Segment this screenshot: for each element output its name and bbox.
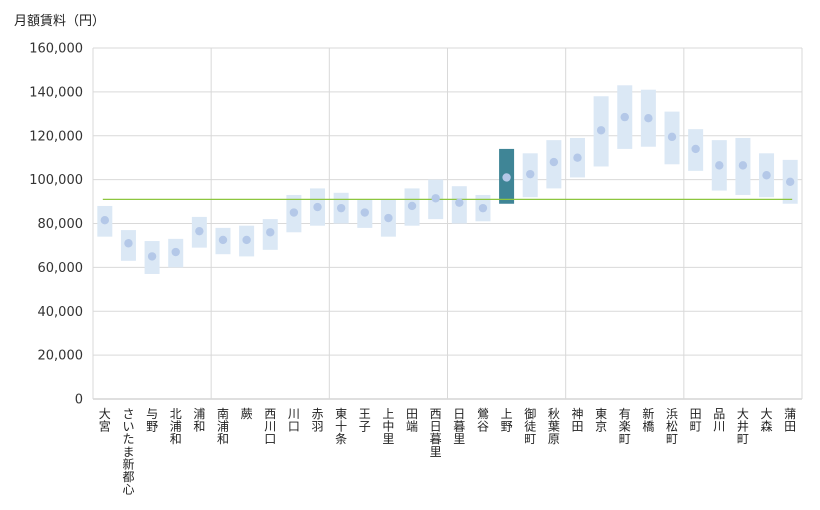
x-tick-label: 与野 <box>146 407 158 434</box>
x-tick-label: 浦和 <box>193 407 205 434</box>
average-point <box>147 252 157 261</box>
average-point <box>549 157 559 167</box>
y-tick-label: 60,000 <box>38 261 84 276</box>
x-tick-label: 西川口 <box>264 407 276 446</box>
x-tick-label: 大井町 <box>737 407 749 446</box>
y-tick-label: 160,000 <box>29 42 83 57</box>
x-tick-label: 神田 <box>571 407 583 434</box>
x-tick-label: 東十条 <box>335 407 347 446</box>
x-tick-label: 南浦和 <box>217 406 229 446</box>
average-point <box>266 228 275 237</box>
y-tick-label: 80,000 <box>38 217 84 232</box>
x-tick-label: さいたま新都心 <box>122 407 134 497</box>
y-tick-label: 140,000 <box>29 85 83 100</box>
y-axis-ticks: 0 20,000 40,000 60,000 80,000 100,000 120,000 1… <box>29 42 83 408</box>
average-point <box>171 247 180 257</box>
average-point <box>478 203 488 213</box>
average-point <box>620 112 629 122</box>
average-point <box>738 161 748 170</box>
average-point <box>313 202 322 212</box>
x-tick-label: 王子 <box>359 407 371 434</box>
average-point <box>573 153 582 162</box>
x-tick-label: 東京 <box>595 407 607 434</box>
x-tick-label: 品川 <box>713 407 725 434</box>
average-point <box>124 239 133 248</box>
x-tick-label: 大宮 <box>99 407 111 434</box>
average-point <box>431 194 440 203</box>
x-tick-label: 蕨 <box>241 407 253 421</box>
average-point <box>218 235 228 245</box>
average-point <box>195 226 204 236</box>
average-point <box>289 208 299 217</box>
average-point <box>384 213 393 223</box>
average-point <box>100 216 110 225</box>
average-point <box>407 201 417 211</box>
x-tick-label: 西日暮里 <box>430 407 442 459</box>
average-point <box>785 177 795 187</box>
x-tick-label: 北浦和 <box>170 407 182 446</box>
x-tick-label: 浜松町 <box>666 407 678 446</box>
y-tick-label: 100,000 <box>29 173 83 188</box>
average-point <box>762 171 771 180</box>
average-point <box>715 161 724 170</box>
y-tick-label: 0 <box>75 393 83 408</box>
x-tick-label: 御徒町 <box>524 406 536 446</box>
x-tick-label: 日暮里 <box>453 407 465 446</box>
x-tick-label: 大森 <box>761 407 773 434</box>
average-point <box>526 169 535 179</box>
y-tick-label: 40,000 <box>38 305 84 320</box>
x-tick-label: 新橋 <box>642 406 654 434</box>
group-separator-layer <box>210 48 685 399</box>
average-point <box>455 198 464 207</box>
x-tick-label: 秋葉原 <box>548 407 560 446</box>
average-point <box>667 132 677 142</box>
average-point <box>596 126 606 135</box>
average-point <box>691 144 700 154</box>
x-tick-label: 有楽町 <box>619 407 631 446</box>
average-point <box>502 173 511 182</box>
x-tick-label: 赤羽 <box>312 407 324 434</box>
average-point <box>360 208 369 217</box>
x-tick-label: 蒲田 <box>784 407 796 434</box>
x-tick-label: 田町 <box>690 407 702 434</box>
x-tick-label: 上中里 <box>382 407 394 446</box>
y-tick-label: 20,000 <box>38 349 84 364</box>
y-tick-label: 120,000 <box>29 129 83 144</box>
point-layer <box>100 112 795 261</box>
average-point <box>336 203 346 213</box>
x-tick-label: 上野 <box>501 407 513 434</box>
average-point <box>644 114 653 123</box>
average-point <box>242 235 251 245</box>
chart-title: 月額賃料（円） <box>14 14 106 29</box>
x-tick-label: 川口 <box>288 407 300 434</box>
x-tick-label: 鶯谷 <box>477 406 489 434</box>
x-tick-label: 田端 <box>406 407 418 434</box>
